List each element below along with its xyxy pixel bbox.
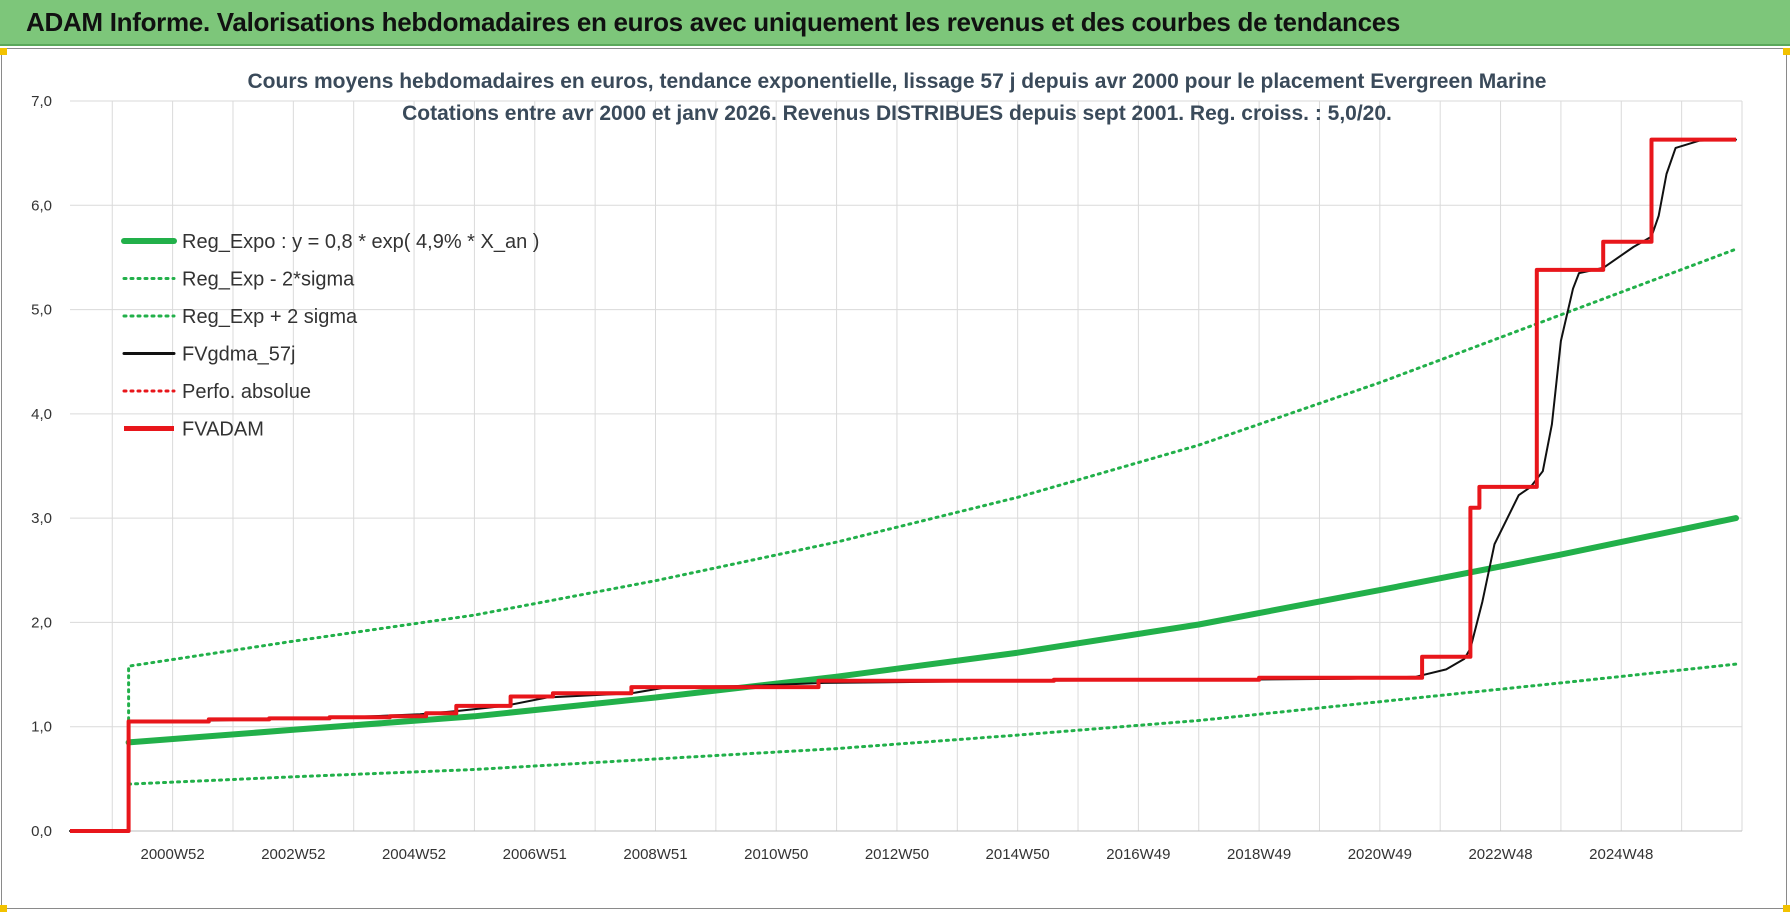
y-tick-label: 6,0 [31, 197, 52, 214]
x-tick-label: 2010W50 [744, 846, 808, 863]
legend: Reg_Expo : y = 0,8 * exp( 4,9% * X_an ) R… [121, 231, 539, 441]
legend-label: Perfo. absolue [182, 381, 311, 403]
x-tick-label: 2024W48 [1589, 846, 1653, 863]
y-tick-label: 7,0 [31, 93, 52, 110]
x-tick-label: 2014W50 [986, 846, 1050, 863]
x-tick-label: 2012W50 [865, 846, 929, 863]
corner-mark-bottom-left [0, 905, 7, 912]
x-axis-ticks: 2000W52 2002W52 2004W52 2006W51 2008W51 2010W… [141, 846, 1654, 863]
y-tick-label: 4,0 [31, 406, 52, 423]
chart-subtitle: Cotations entre avr 2000 et janv 2026. R… [402, 102, 1392, 125]
report-banner: ADAM Informe. Valorisations hebdomadaire… [0, 0, 1790, 46]
legend-label: Reg_Exp + 2 sigma [182, 306, 358, 328]
corner-mark-top-left [0, 48, 7, 55]
line-chart: 0,01,02,03,04,05,06,07,0 2000W52 2002W52 2… [31, 70, 1743, 863]
chart-frame: 0,0 1,0 2,0 3,0 4,0 5,0 6,0 7,0 2000W52 2002W52 2… [1, 48, 1787, 909]
x-tick-label: 2016W49 [1106, 846, 1170, 863]
x-tick-label: 2008W51 [623, 846, 687, 863]
legend-label: FVgdma_57j [182, 344, 295, 366]
x-tick-label: 2020W49 [1348, 846, 1412, 863]
series-line-1 [127, 662, 1738, 786]
banner-title: ADAM Informe. Valorisations hebdomadaire… [26, 7, 1401, 37]
gridlines [70, 100, 1743, 832]
y-tick-label: 3,0 [31, 510, 52, 527]
x-tick-label: 2022W48 [1468, 846, 1532, 863]
y-tick-label: 2,0 [31, 614, 52, 631]
x-tick-label: 2006W51 [503, 846, 567, 863]
x-tick-label: 2002W52 [261, 846, 325, 863]
chart-title: Cours moyens hebdomadaires en euros, ten… [248, 70, 1547, 93]
x-tick-label: 2004W52 [382, 846, 446, 863]
x-tick-label: 2000W52 [141, 846, 205, 863]
series-line-2 [127, 247, 1738, 729]
y-tick-label: 5,0 [31, 302, 52, 319]
legend-label: FVADAM [182, 419, 264, 441]
series-lines [69, 137, 1739, 833]
y-tick-label: 1,0 [31, 719, 52, 736]
y-axis-ticks: 0,0 1,0 2,0 3,0 4,0 5,0 6,0 7,0 [31, 93, 52, 840]
legend-label: Reg_Exp - 2*sigma [182, 269, 355, 291]
y-tick-label: 0,0 [31, 823, 52, 840]
corner-mark-top-right [1783, 48, 1790, 55]
series-line-5 [70, 137, 1736, 833]
x-tick-label: 2018W49 [1227, 846, 1291, 863]
legend-label: Reg_Expo : y = 0,8 * exp( 4,9% * X_an ) [182, 231, 539, 253]
corner-mark-bottom-right [1783, 905, 1790, 912]
